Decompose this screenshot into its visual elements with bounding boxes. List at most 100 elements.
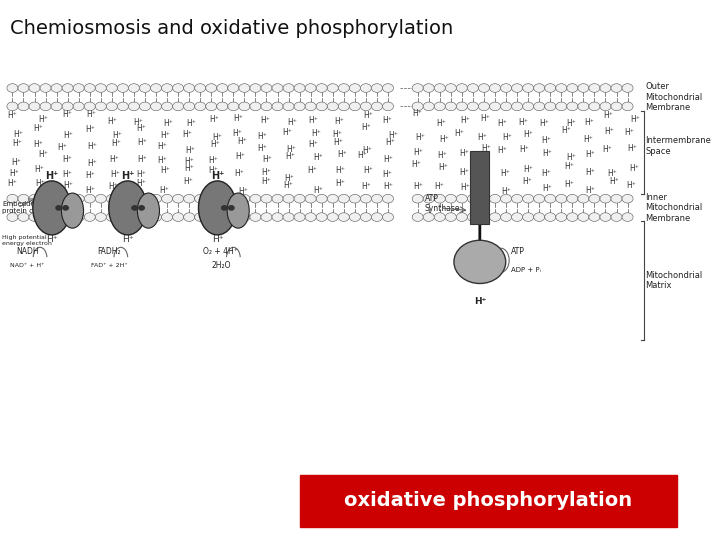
Circle shape <box>600 84 611 92</box>
Text: H⁺: H⁺ <box>337 150 347 159</box>
Text: H⁺: H⁺ <box>459 149 469 158</box>
Text: H⁺: H⁺ <box>312 153 323 162</box>
Circle shape <box>423 84 434 92</box>
Circle shape <box>95 213 107 221</box>
Text: H⁺: H⁺ <box>208 156 217 165</box>
Text: H⁺: H⁺ <box>211 171 224 181</box>
Circle shape <box>40 102 51 111</box>
Text: H⁺: H⁺ <box>584 135 593 144</box>
Circle shape <box>412 213 423 221</box>
Circle shape <box>217 84 228 92</box>
Circle shape <box>328 194 338 203</box>
Circle shape <box>62 102 73 111</box>
Circle shape <box>228 206 234 210</box>
Circle shape <box>523 102 534 111</box>
Text: NADH: NADH <box>17 247 39 255</box>
Text: H⁺: H⁺ <box>157 142 166 151</box>
Text: H⁺: H⁺ <box>500 170 510 178</box>
Text: H⁺: H⁺ <box>501 186 511 195</box>
Text: H⁺: H⁺ <box>477 133 487 141</box>
Circle shape <box>84 102 95 111</box>
Text: H⁺: H⁺ <box>364 166 373 176</box>
Circle shape <box>445 194 456 203</box>
Circle shape <box>261 194 272 203</box>
Circle shape <box>545 102 556 111</box>
Text: H⁺: H⁺ <box>385 138 395 147</box>
Text: H⁺: H⁺ <box>436 119 446 128</box>
Text: H⁺: H⁺ <box>609 177 618 186</box>
Text: H⁺: H⁺ <box>384 155 393 164</box>
Circle shape <box>372 213 382 221</box>
Circle shape <box>316 102 328 111</box>
Text: H⁺: H⁺ <box>523 177 532 186</box>
Circle shape <box>372 84 382 92</box>
Circle shape <box>556 194 567 203</box>
Circle shape <box>338 194 349 203</box>
Text: H⁺: H⁺ <box>567 119 576 128</box>
Text: H⁺: H⁺ <box>629 164 639 173</box>
Text: H⁺: H⁺ <box>363 146 372 156</box>
Ellipse shape <box>454 240 505 284</box>
Text: H⁺: H⁺ <box>523 165 534 174</box>
Circle shape <box>545 84 556 92</box>
Text: H⁺: H⁺ <box>58 143 67 152</box>
Text: H⁺: H⁺ <box>185 146 195 155</box>
Circle shape <box>206 213 217 221</box>
Circle shape <box>338 84 349 92</box>
Text: H⁺: H⁺ <box>62 170 72 179</box>
Text: H⁺: H⁺ <box>184 157 194 166</box>
Circle shape <box>128 102 140 111</box>
Circle shape <box>194 84 206 92</box>
Circle shape <box>117 194 128 203</box>
Text: ATP: ATP <box>511 247 525 255</box>
Text: H⁺: H⁺ <box>88 159 97 168</box>
Text: H⁺: H⁺ <box>307 166 318 175</box>
Text: H⁺: H⁺ <box>232 129 242 138</box>
Circle shape <box>512 213 523 221</box>
Circle shape <box>328 213 338 221</box>
Circle shape <box>161 194 173 203</box>
Circle shape <box>250 213 261 221</box>
Text: H⁺: H⁺ <box>238 187 248 196</box>
Circle shape <box>228 84 239 92</box>
Text: H⁺: H⁺ <box>261 168 271 177</box>
Circle shape <box>479 84 490 92</box>
Text: H⁺: H⁺ <box>480 114 490 123</box>
Text: H⁺: H⁺ <box>439 136 449 144</box>
Text: H⁺: H⁺ <box>603 145 612 154</box>
Text: H⁺: H⁺ <box>564 161 575 171</box>
Text: H⁺: H⁺ <box>523 130 534 139</box>
Text: H⁺: H⁺ <box>382 116 392 125</box>
Circle shape <box>117 102 128 111</box>
Text: H⁺: H⁺ <box>111 139 121 148</box>
Circle shape <box>567 84 578 92</box>
Circle shape <box>479 102 490 111</box>
Circle shape <box>305 194 316 203</box>
Circle shape <box>382 213 394 221</box>
Circle shape <box>445 102 456 111</box>
Text: H⁺: H⁺ <box>474 156 486 165</box>
Circle shape <box>51 102 62 111</box>
Circle shape <box>611 194 622 203</box>
Circle shape <box>139 206 144 210</box>
Circle shape <box>479 213 490 221</box>
Text: H⁺: H⁺ <box>361 123 371 132</box>
Text: H⁺: H⁺ <box>212 235 223 244</box>
Circle shape <box>361 84 372 92</box>
Circle shape <box>95 102 107 111</box>
Circle shape <box>140 84 150 92</box>
Text: H⁺: H⁺ <box>460 183 470 192</box>
Circle shape <box>382 102 394 111</box>
Circle shape <box>51 213 62 221</box>
Circle shape <box>150 102 161 111</box>
Circle shape <box>250 194 261 203</box>
Ellipse shape <box>109 181 147 235</box>
Circle shape <box>117 213 128 221</box>
Circle shape <box>328 102 338 111</box>
Circle shape <box>434 194 445 203</box>
Circle shape <box>349 84 361 92</box>
Circle shape <box>456 102 467 111</box>
Text: H⁺: H⁺ <box>182 130 192 139</box>
Circle shape <box>272 102 283 111</box>
Text: H⁺: H⁺ <box>122 235 133 244</box>
